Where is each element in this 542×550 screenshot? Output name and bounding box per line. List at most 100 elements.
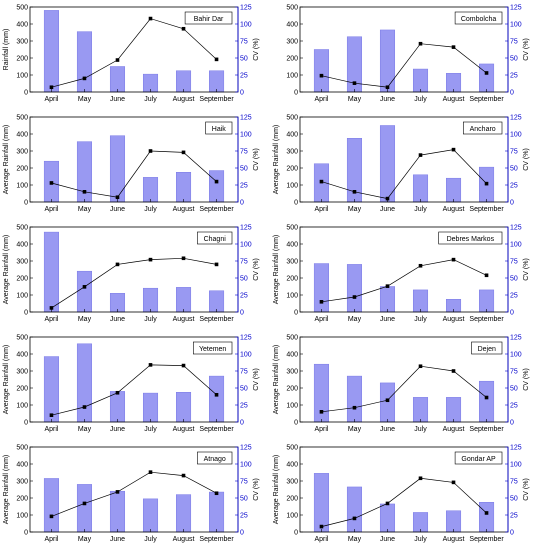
y-axis-title-right: CV (%) — [253, 38, 260, 61]
station-label: Yetemen — [199, 346, 226, 353]
cv-point — [418, 476, 423, 481]
left-tick-label: 100 — [16, 513, 28, 520]
x-tick-label: May — [348, 426, 362, 433]
right-tick-label: 0 — [240, 530, 244, 537]
x-tick-label: May — [78, 206, 92, 213]
bar — [346, 375, 362, 423]
x-tick-label: June — [110, 536, 125, 543]
cv-line — [51, 257, 217, 309]
panel-atnago: 0 100 200 300 400 500 0 25 50 75 100 125 April May Jun… — [3, 445, 260, 544]
cv-point — [82, 76, 87, 81]
left-tick-label: 500 — [286, 225, 298, 232]
bar — [479, 502, 495, 533]
left-tick-label: 0 — [294, 420, 298, 427]
bar — [412, 68, 429, 93]
bar — [379, 503, 396, 533]
cv-point — [115, 490, 120, 494]
y-axis-title-right: CV (%) — [253, 148, 260, 171]
left-tick-label: 100 — [286, 183, 298, 190]
station-label: Chagni — [204, 236, 227, 243]
left-tick-label: 400 — [286, 242, 298, 249]
y-axis-title: Average Rainfall (mm) — [3, 345, 10, 415]
x-tick-label: April — [44, 206, 58, 213]
station-label-box — [184, 11, 233, 25]
x-tick-label: September — [199, 316, 234, 323]
cv-point — [451, 369, 456, 373]
x-tick-label: August — [443, 206, 465, 213]
x-tick-label: April — [44, 536, 58, 543]
right-tick-label: 125 — [240, 115, 252, 122]
cv-point — [484, 273, 489, 278]
right-tick-label: 75 — [240, 479, 248, 486]
x-tick-label: April — [44, 426, 58, 433]
left-tick-label: 200 — [16, 166, 28, 173]
cv-line — [321, 149, 487, 199]
left-tick-label: 300 — [16, 369, 28, 376]
left-tick-label: 400 — [16, 22, 28, 29]
bar — [209, 70, 225, 93]
station-label: Bahir Dar — [194, 16, 224, 23]
cv-point — [181, 150, 186, 155]
right-tick-label: 125 — [240, 445, 252, 452]
cv-line — [51, 471, 217, 517]
x-tick-label: April — [314, 206, 328, 213]
y-axis-title: Average Rainfall (mm) — [273, 235, 280, 305]
left-tick-label: 300 — [286, 39, 298, 46]
panel-dejen: 0 100 200 300 400 500 0 25 50 75 100 125 April May Jun… — [273, 335, 530, 434]
left-tick-label: 200 — [16, 56, 28, 63]
bar — [176, 70, 192, 93]
panel-combolcha: 0 100 200 300 400 500 0 25 50 75 100 125 April May Jun… — [286, 5, 530, 104]
bar — [76, 343, 92, 423]
station-label-box — [438, 231, 503, 245]
x-tick-label: April — [314, 426, 328, 433]
cv-point — [418, 364, 423, 369]
cv-point — [484, 395, 489, 400]
bar — [76, 484, 92, 533]
right-tick-label: 0 — [240, 90, 244, 97]
right-tick-label: 25 — [510, 293, 518, 300]
bar — [346, 264, 362, 313]
cv-point — [451, 480, 456, 485]
x-tick-label: April — [314, 316, 328, 323]
bar — [209, 170, 225, 203]
cv-point — [115, 262, 120, 267]
right-tick-label: 75 — [240, 369, 248, 376]
cv-point — [148, 149, 153, 153]
x-tick-label: June — [380, 206, 395, 213]
cv-point — [82, 285, 87, 289]
x-tick-label: June — [110, 426, 125, 433]
y-axis-title-right: CV (%) — [523, 148, 530, 171]
left-tick-label: 400 — [16, 352, 28, 359]
bar — [176, 494, 192, 533]
cv-line — [321, 43, 487, 88]
bar — [313, 49, 329, 93]
right-tick-label: 125 — [240, 5, 252, 12]
cv-point — [115, 195, 120, 200]
right-tick-label: 100 — [510, 352, 522, 359]
right-tick-label: 25 — [510, 183, 518, 190]
right-tick-label: 50 — [510, 166, 518, 173]
left-tick-label: 300 — [286, 369, 298, 376]
x-tick-label: June — [380, 96, 395, 103]
y-axis-title: Average Rainfall (mm) — [273, 345, 280, 415]
panel-haik: 0 100 200 300 400 500 0 25 50 75 100 125 April May Jun… — [3, 115, 260, 214]
bar — [43, 356, 59, 423]
right-tick-label: 50 — [240, 166, 248, 173]
left-tick-label: 400 — [286, 462, 298, 469]
left-tick-label: 0 — [24, 90, 28, 97]
right-tick-label: 100 — [240, 132, 252, 139]
x-tick-label: September — [469, 316, 504, 323]
left-tick-label: 0 — [294, 90, 298, 97]
right-tick-label: 0 — [510, 200, 514, 207]
left-tick-label: 200 — [16, 276, 28, 283]
right-tick-label: 100 — [510, 132, 522, 139]
right-tick-label: 50 — [510, 496, 518, 503]
y-axis-title-right: CV (%) — [523, 258, 530, 281]
left-tick-label: 500 — [16, 5, 28, 12]
left-tick-label: 300 — [286, 259, 298, 266]
right-tick-label: 75 — [240, 39, 248, 46]
left-tick-label: 100 — [16, 293, 28, 300]
y-axis-title: Rainfall (mm) — [3, 29, 10, 71]
cv-point — [385, 196, 390, 201]
cv-point — [49, 514, 54, 519]
